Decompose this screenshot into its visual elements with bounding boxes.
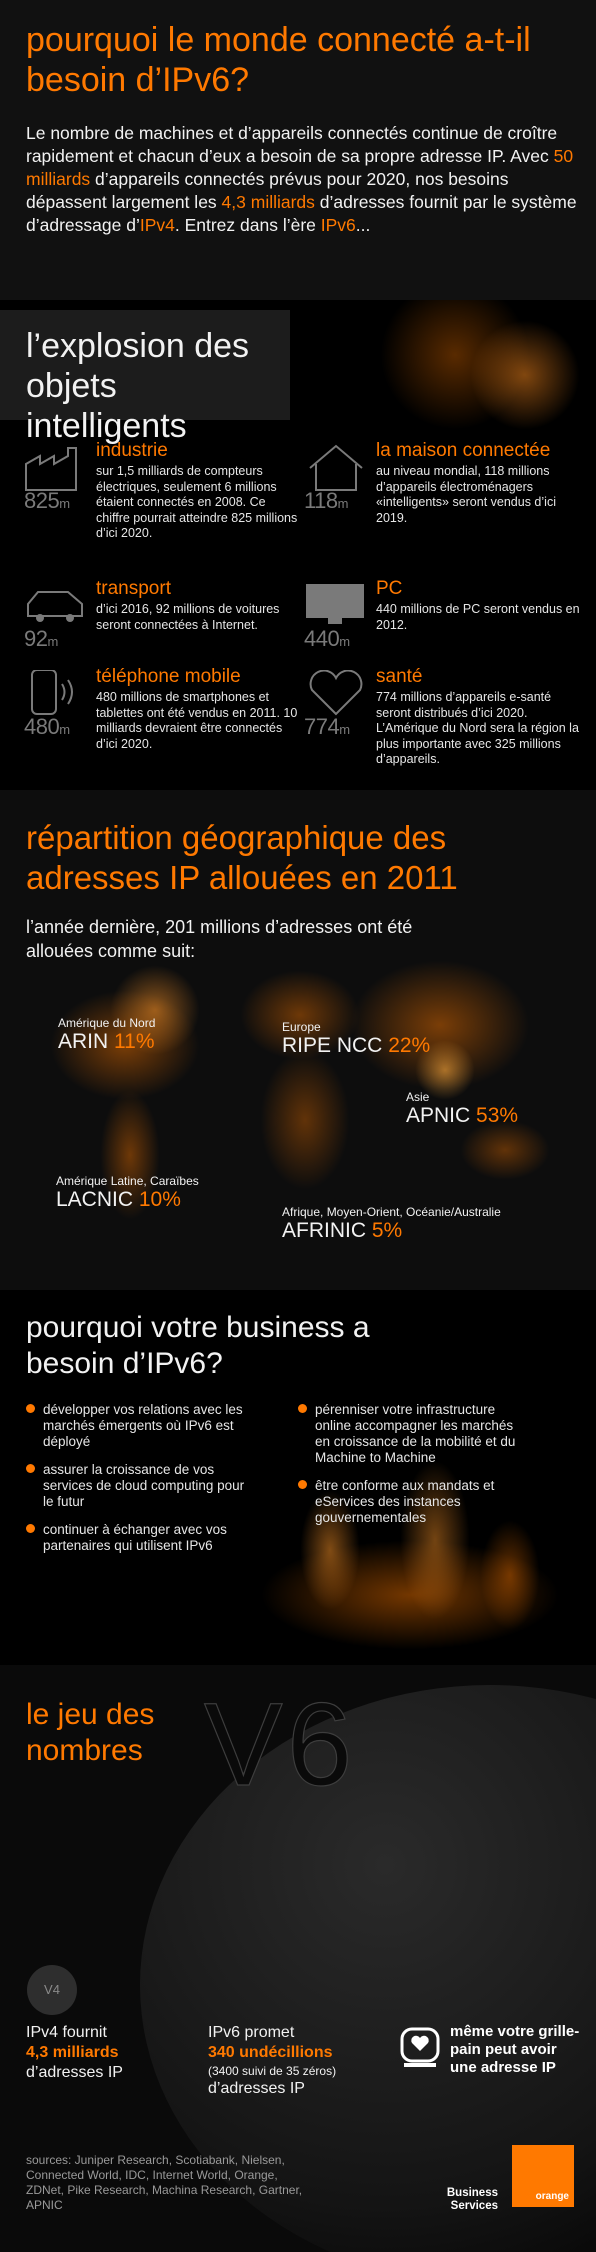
object-number: 118m [304, 488, 348, 513]
geo-lead: l’année dernière, 201 millions d’adresse… [26, 917, 413, 961]
business-section: pourquoi votre business a besoin d’IPv6?… [0, 1290, 596, 1665]
object-text: d’ici 2016, 92 millions de voitures sero… [96, 602, 280, 632]
object-number: 92m [24, 626, 58, 651]
numbers-title: le jeu des nombres [26, 1698, 155, 1767]
rir-ripe: Europe RIPE NCC 22% [282, 1020, 431, 1057]
highlight-ipv4: IPv4 [139, 215, 175, 235]
business-bullet: continuer à échanger avec vos partenaire… [26, 1522, 246, 1554]
object-industrie: 825m industrie sur 1,5 milliards de comp… [24, 440, 314, 540]
business-bullet: développer vos relations avec les marché… [26, 1402, 246, 1450]
object-number: 825m [24, 488, 70, 513]
object-heading: téléphone mobile [96, 666, 241, 687]
object-sante: 774m santé 774 millions d’appareils e-sa… [304, 666, 594, 766]
highlight-50-milliards: 50 milliards [26, 146, 574, 189]
objects-title: l’explosion des objets intelligents [26, 327, 250, 445]
object-heading: PC [376, 578, 403, 599]
object-telephone: 480m téléphone mobile 480 millions de sm… [24, 666, 314, 766]
numbers-section: le jeu des nombres V6 V4 IPv4 fournit 4,… [0, 1665, 596, 2252]
object-heading: transport [96, 578, 171, 599]
object-pc: 440m PC 440 millions de PC seront vendus… [304, 578, 594, 678]
phone-icon [31, 670, 73, 715]
factory-icon [25, 447, 77, 491]
orange-logo: orange [512, 2145, 574, 2207]
ipv6-figure: IPv6 promet 340 undécillions (3400 suivi… [208, 2024, 337, 2097]
object-maison: 118m la maison connectée au niveau mondi… [304, 440, 594, 540]
object-text: sur 1,5 milliards de compteurs électriqu… [96, 464, 298, 540]
intro-section: pourquoi le monde connecté a-t-il besoin… [0, 0, 596, 300]
object-number: 774m [304, 714, 350, 739]
intro-paragraph: Le nombre de machines et d’appareils con… [26, 123, 577, 235]
highlight-ipv6: IPv6 [320, 215, 356, 235]
business-services-label: Business Services [446, 2187, 498, 2212]
object-heading: santé [376, 666, 423, 687]
main-title: pourquoi le monde connecté a-t-il besoin… [26, 21, 531, 99]
sources-text: sources: Juniper Research, Scotiabank, N… [26, 2153, 303, 2212]
object-text: 440 millions de PC seront vendus en 2012… [376, 602, 580, 632]
rir-arin: Amérique du Nord ARIN 11% [58, 1016, 156, 1053]
business-title: pourquoi votre business a besoin d’IPv6? [26, 1311, 370, 1380]
house-icon [309, 444, 363, 491]
bokeh-decoration [380, 300, 530, 430]
object-text: 774 millions d’appareils e-santé seront … [376, 690, 579, 766]
object-text: 480 millions de smartphones et tablettes… [96, 690, 298, 751]
highlight-4-3-milliards: 4,3 milliards [221, 192, 315, 212]
business-bullet: assurer la croissance de vos services de… [26, 1462, 246, 1510]
geo-title: répartition géographique des adresses IP… [26, 819, 458, 896]
object-text: au niveau mondial, 118 millions d’appare… [376, 464, 556, 525]
monitor-icon [306, 584, 364, 624]
toaster-icon [400, 2027, 440, 2067]
geo-section: répartition géographique des adresses IP… [0, 790, 596, 1290]
rir-apnic: Asie APNIC 53% [406, 1090, 519, 1127]
rir-lacnic: Amérique Latine, Caraïbes LACNIC 10% [56, 1174, 199, 1211]
toaster-text: même votre grille-pain peut avoir une ad… [450, 2023, 580, 2076]
v4-circle: V4 [27, 1965, 77, 2015]
car-icon [27, 591, 83, 622]
heart-icon [309, 670, 363, 716]
object-number: 480m [24, 714, 70, 739]
business-bullet: pérenniser votre infrastructure online a… [298, 1402, 528, 1466]
bokeh-decoration [470, 320, 580, 430]
object-number: 440m [304, 626, 350, 651]
object-transport: 92m transport d’ici 2016, 92 millions de… [24, 578, 314, 678]
object-heading: industrie [96, 440, 168, 461]
ipv4-figure: IPv4 fournit 4,3 milliards d’adresses IP [26, 2024, 123, 2081]
objects-title-box [0, 310, 290, 420]
v6-outline-text: V6 [203, 1679, 357, 1811]
object-heading: la maison connectée [376, 440, 551, 461]
business-bullet: être conforme aux mandats et eServices d… [298, 1478, 528, 1526]
rir-afrinic: Afrique, Moyen-Orient, Océanie/Australie… [282, 1205, 501, 1242]
objects-section: l’explosion des objets intelligents 825m… [0, 300, 596, 790]
